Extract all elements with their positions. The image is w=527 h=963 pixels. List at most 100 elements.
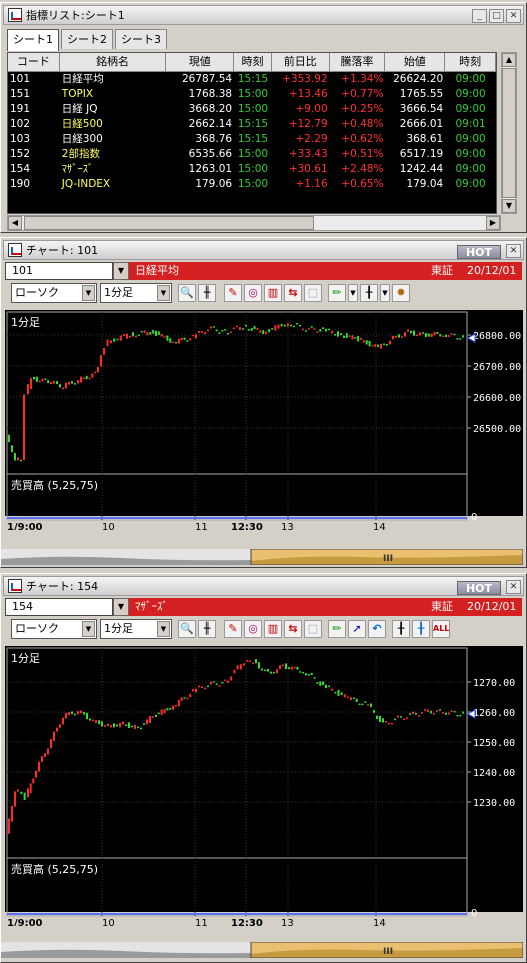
table-row[interactable]: 101 日経平均 26787.54 15:15 +353.92 +1.34% 26624.2… bbox=[8, 72, 496, 87]
minimize-button[interactable]: _ bbox=[472, 9, 487, 23]
candle bbox=[316, 331, 319, 333]
dropdown-small-icon[interactable]: ▼ bbox=[348, 284, 358, 302]
pen-icon[interactable]: ✏ bbox=[328, 284, 346, 302]
zoom-icon-2[interactable]: 🔍 bbox=[178, 620, 196, 638]
chart1-area[interactable]: 26800.00 26700.00 26600.00 26500.00 1分足 売買高 (… bbox=[5, 310, 523, 530]
hot-button-2[interactable]: HOT bbox=[457, 581, 501, 595]
bar-chart-icon[interactable]: ▥ bbox=[264, 284, 282, 302]
candle bbox=[116, 338, 119, 341]
candle bbox=[410, 330, 412, 334]
chart1-code-dropdown-icon[interactable]: ▼ bbox=[113, 262, 129, 280]
candle bbox=[11, 805, 13, 822]
table-row[interactable]: 191 日経 JQ 3668.20 15:00 +9.00 +0.25% 3666.54 09… bbox=[8, 102, 496, 117]
crosshair-icon-2[interactable]: ╫ bbox=[198, 620, 216, 638]
chart1-interval-select[interactable]: 1分足 ▼ bbox=[100, 283, 172, 303]
all-button[interactable]: ALL bbox=[432, 620, 450, 638]
chart2-time-scrollbar[interactable]: III bbox=[1, 941, 524, 959]
chart2-code-dropdown-icon[interactable]: ▼ bbox=[113, 598, 129, 616]
search-chart-icon-2[interactable]: ◎ bbox=[244, 620, 262, 638]
chart1-interval-dropdown-icon[interactable]: ▼ bbox=[157, 285, 170, 301]
tab-sheet1[interactable]: シート1 bbox=[7, 29, 59, 51]
horizontal-scroll-thumb[interactable] bbox=[24, 216, 314, 230]
col-open-time[interactable]: 時刻 bbox=[445, 53, 496, 71]
chart2-type-dropdown-icon[interactable]: ▼ bbox=[82, 621, 95, 637]
chart1-code-input[interactable]: 101 bbox=[5, 262, 113, 280]
maximize-button[interactable]: □ bbox=[489, 9, 504, 23]
col-pct[interactable]: 騰落率 bbox=[330, 53, 386, 71]
candle bbox=[74, 383, 76, 385]
candle bbox=[391, 722, 393, 725]
candle-icon-2[interactable]: ╂ bbox=[392, 620, 410, 638]
candle-blue-icon[interactable]: ╂ bbox=[412, 620, 430, 638]
table-row[interactable]: 103 日経300 368.76 15:15 +2.29 +0.62% 368.61 09:0… bbox=[8, 132, 496, 147]
candle bbox=[283, 324, 286, 327]
list-titlebar[interactable]: 指標リスト:シート1 _ □ ✕ bbox=[3, 5, 524, 25]
candle bbox=[103, 348, 105, 355]
close-button[interactable]: ✕ bbox=[506, 9, 521, 23]
candle bbox=[383, 343, 385, 346]
settings-gear-icon[interactable]: ✹ bbox=[392, 284, 410, 302]
scroll-up-arrow-icon[interactable]: ▲ bbox=[502, 53, 516, 67]
candle bbox=[374, 344, 377, 347]
scroll-right-arrow-icon[interactable]: ▶ bbox=[486, 216, 500, 230]
dropdown-small-icon-2[interactable]: ▼ bbox=[380, 284, 390, 302]
candle-icon[interactable]: ╂ bbox=[360, 284, 378, 302]
table-row[interactable]: 190 JQ-INDEX 179.06 15:00 +1.16 +0.65% 179.04 0… bbox=[8, 177, 496, 192]
col-time[interactable]: 時刻 bbox=[234, 53, 272, 71]
chart2-area[interactable]: 1270.00 1260.00 1250.00 1240.00 1230.00 1分足 売買… bbox=[5, 646, 523, 926]
hot-button[interactable]: HOT bbox=[457, 245, 501, 259]
chart1-type-dropdown-icon[interactable]: ▼ bbox=[82, 285, 95, 301]
compare-icon-2[interactable]: ⇆ bbox=[284, 620, 302, 638]
chart2-close-button[interactable]: ✕ bbox=[506, 580, 521, 594]
table-row[interactable]: 151 TOPIX 1768.38 15:00 +13.46 +0.77% 1765.55 0… bbox=[8, 87, 496, 102]
list-vertical-scrollbar[interactable]: ▲ ▼ bbox=[501, 52, 517, 214]
candle bbox=[85, 375, 88, 380]
draw-icon-2[interactable]: ✎ bbox=[224, 620, 242, 638]
search-chart-icon[interactable]: ◎ bbox=[244, 284, 262, 302]
pen-icon-2[interactable]: ✏ bbox=[328, 620, 346, 638]
compare-icon[interactable]: ⇆ bbox=[284, 284, 302, 302]
candle bbox=[218, 332, 221, 334]
scroll-down-arrow-icon[interactable]: ▼ bbox=[502, 199, 516, 213]
chart2-type-select[interactable]: ローソク ▼ bbox=[11, 619, 97, 639]
zoom-icon[interactable]: 🔍 bbox=[178, 284, 196, 302]
undo-icon[interactable]: ↶ bbox=[368, 620, 386, 638]
chart1-type-select[interactable]: ローソク ▼ bbox=[11, 283, 97, 303]
col-code[interactable]: コード bbox=[8, 53, 60, 71]
candle bbox=[447, 712, 450, 715]
chart1-close-button[interactable]: ✕ bbox=[506, 244, 521, 258]
candle bbox=[44, 378, 47, 381]
vertical-scroll-thumb[interactable] bbox=[502, 68, 516, 198]
col-open[interactable]: 始値 bbox=[385, 53, 446, 71]
table-row[interactable]: 102 日経500 2662.14 15:15 +12.79 +0.48% 2666.01 0… bbox=[8, 117, 496, 132]
chart1-time-scrollbar[interactable]: III bbox=[1, 548, 524, 566]
candle bbox=[23, 394, 25, 461]
chart2-code-input[interactable]: 154 bbox=[5, 598, 113, 616]
table-row[interactable]: 152 2部指数 6535.66 15:00 +33.43 +0.51% 6517.19 09… bbox=[8, 147, 496, 162]
col-price[interactable]: 現値 bbox=[166, 53, 235, 71]
col-change[interactable]: 前日比 bbox=[272, 53, 330, 71]
draw-icon[interactable]: ✎ bbox=[224, 284, 242, 302]
table-row[interactable]: 154 ﾏｻﾞｰｽﾞ 1263.01 15:00 +30.61 +2.48% 1242.44… bbox=[8, 162, 496, 177]
cell-open: 368.61 bbox=[406, 133, 444, 145]
scroll-left-arrow-icon[interactable]: ◀ bbox=[8, 216, 22, 230]
chart2-interval-select[interactable]: 1分足 ▼ bbox=[100, 619, 172, 639]
chart2-interval-dropdown-icon[interactable]: ▼ bbox=[157, 621, 170, 637]
candle bbox=[230, 331, 232, 334]
tab-sheet3[interactable]: シート3 bbox=[115, 29, 167, 49]
candle bbox=[379, 715, 381, 722]
crosshair-icon[interactable]: ╫ bbox=[198, 284, 216, 302]
candle bbox=[230, 676, 233, 681]
tab-sheet2[interactable]: シート2 bbox=[61, 29, 113, 49]
chart2-titlebar[interactable]: チャート: 154 HOT ✕ bbox=[3, 576, 524, 596]
bar-chart-icon-2[interactable]: ▥ bbox=[264, 620, 282, 638]
col-name[interactable]: 銘柄名 bbox=[60, 53, 167, 71]
candle bbox=[32, 778, 35, 784]
candle bbox=[65, 712, 67, 719]
chart1-titlebar[interactable]: チャート: 101 HOT ✕ bbox=[3, 240, 524, 260]
chart2-svg[interactable]: 1270.00 1260.00 1250.00 1240.00 1230.00 1分足売買… bbox=[5, 646, 523, 926]
list-horizontal-scrollbar[interactable]: ◀ ▶ bbox=[7, 215, 501, 231]
cursor-icon[interactable]: ➚ bbox=[348, 620, 366, 638]
candle bbox=[271, 328, 274, 330]
